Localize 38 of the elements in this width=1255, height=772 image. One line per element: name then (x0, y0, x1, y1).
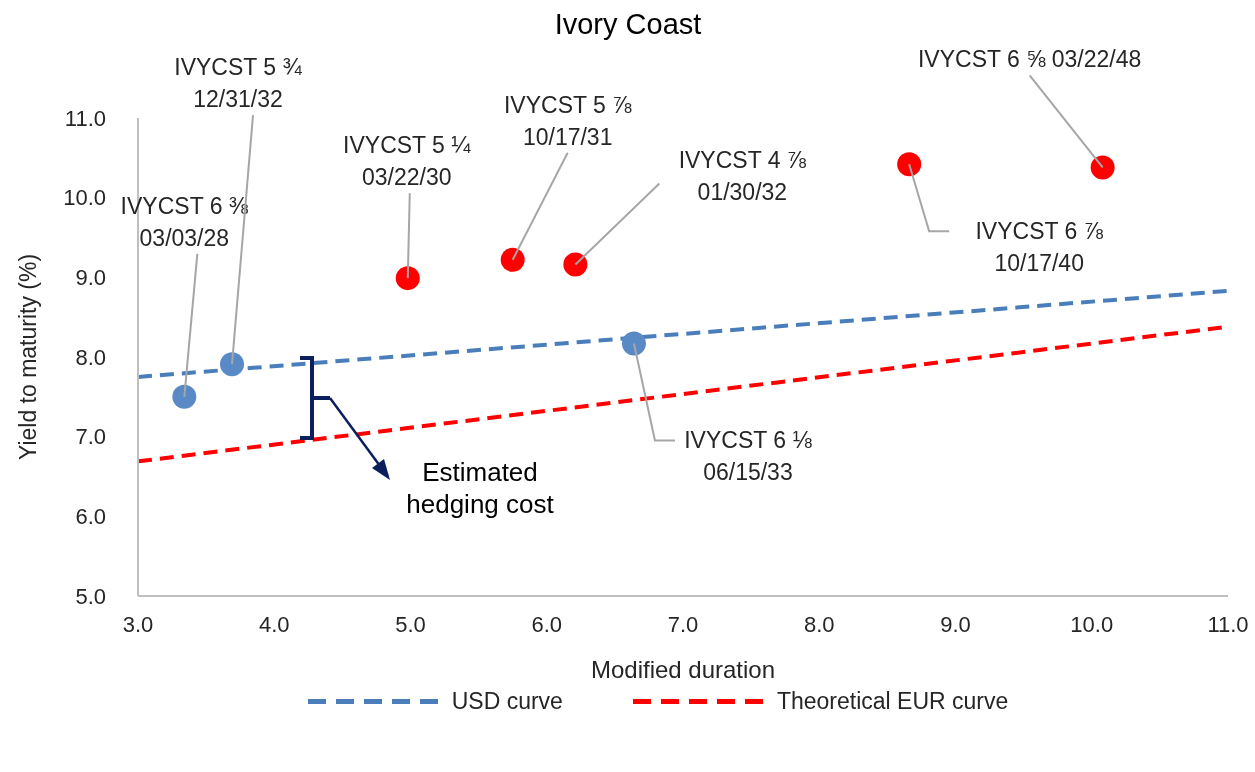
point (220, 352, 245, 377)
y-axis-title: Yield to maturity (%) (15, 253, 42, 461)
x-tick-label: 7.0 (667, 611, 699, 637)
x-tick-label: 9.0 (940, 611, 971, 637)
point (621, 331, 646, 356)
x-tick-label: 10.0 (1070, 611, 1114, 637)
y-tick-label: 9.0 (75, 265, 106, 291)
legend-label: USD curve (451, 688, 563, 715)
y-tick-label: 11.0 (64, 105, 106, 131)
point (395, 266, 420, 291)
x-tick-label: 3.0 (122, 611, 154, 637)
legend-label: Theoretical EUR curve (776, 688, 1009, 715)
annotation: IVYCST 6 ⅞ 10/17/40 (975, 218, 1104, 277)
annotation: IVYCST 6 ⅝ 03/22/48 (917, 46, 1142, 73)
y-tick-label: 8.0 (75, 344, 106, 370)
x-tick-label: 6.0 (531, 611, 563, 637)
x-tick-label: 8.0 (803, 611, 835, 637)
annotation: IVYCST 5 ¾ 12/31/32 (174, 54, 303, 113)
y-tick-label: 7.0 (75, 424, 106, 450)
point (897, 152, 922, 177)
x-tick-label: 4.0 (258, 611, 290, 637)
annotation: IVYCST 5 ⅞ 10/17/31 (503, 91, 633, 150)
point (500, 247, 525, 272)
x-tick-label: 5.0 (395, 611, 426, 637)
annotation: IVYCST 4 ⅞ 01/30/32 (678, 146, 807, 205)
y-tick-label: 10.0 (63, 185, 106, 211)
y-tick-label: 6.0 (75, 504, 106, 530)
point (1090, 155, 1115, 180)
annotation: Estimated hedging cost (406, 457, 555, 519)
point (172, 384, 197, 409)
x-tick-label: 11.0 (1207, 611, 1249, 637)
point (563, 252, 588, 277)
annotation: IVYCST 6 ⅜ 03/03/28 (120, 192, 249, 251)
x-axis-title: Modified duration (590, 656, 776, 683)
annotation: IVYCST 5 ¼ 03/22/30 (343, 132, 472, 191)
chart-title: Ivory Coast (553, 8, 703, 42)
y-tick-label: 5.0 (75, 583, 106, 609)
annotation: IVYCST 6 ⅛ 06/15/33 (684, 427, 813, 486)
